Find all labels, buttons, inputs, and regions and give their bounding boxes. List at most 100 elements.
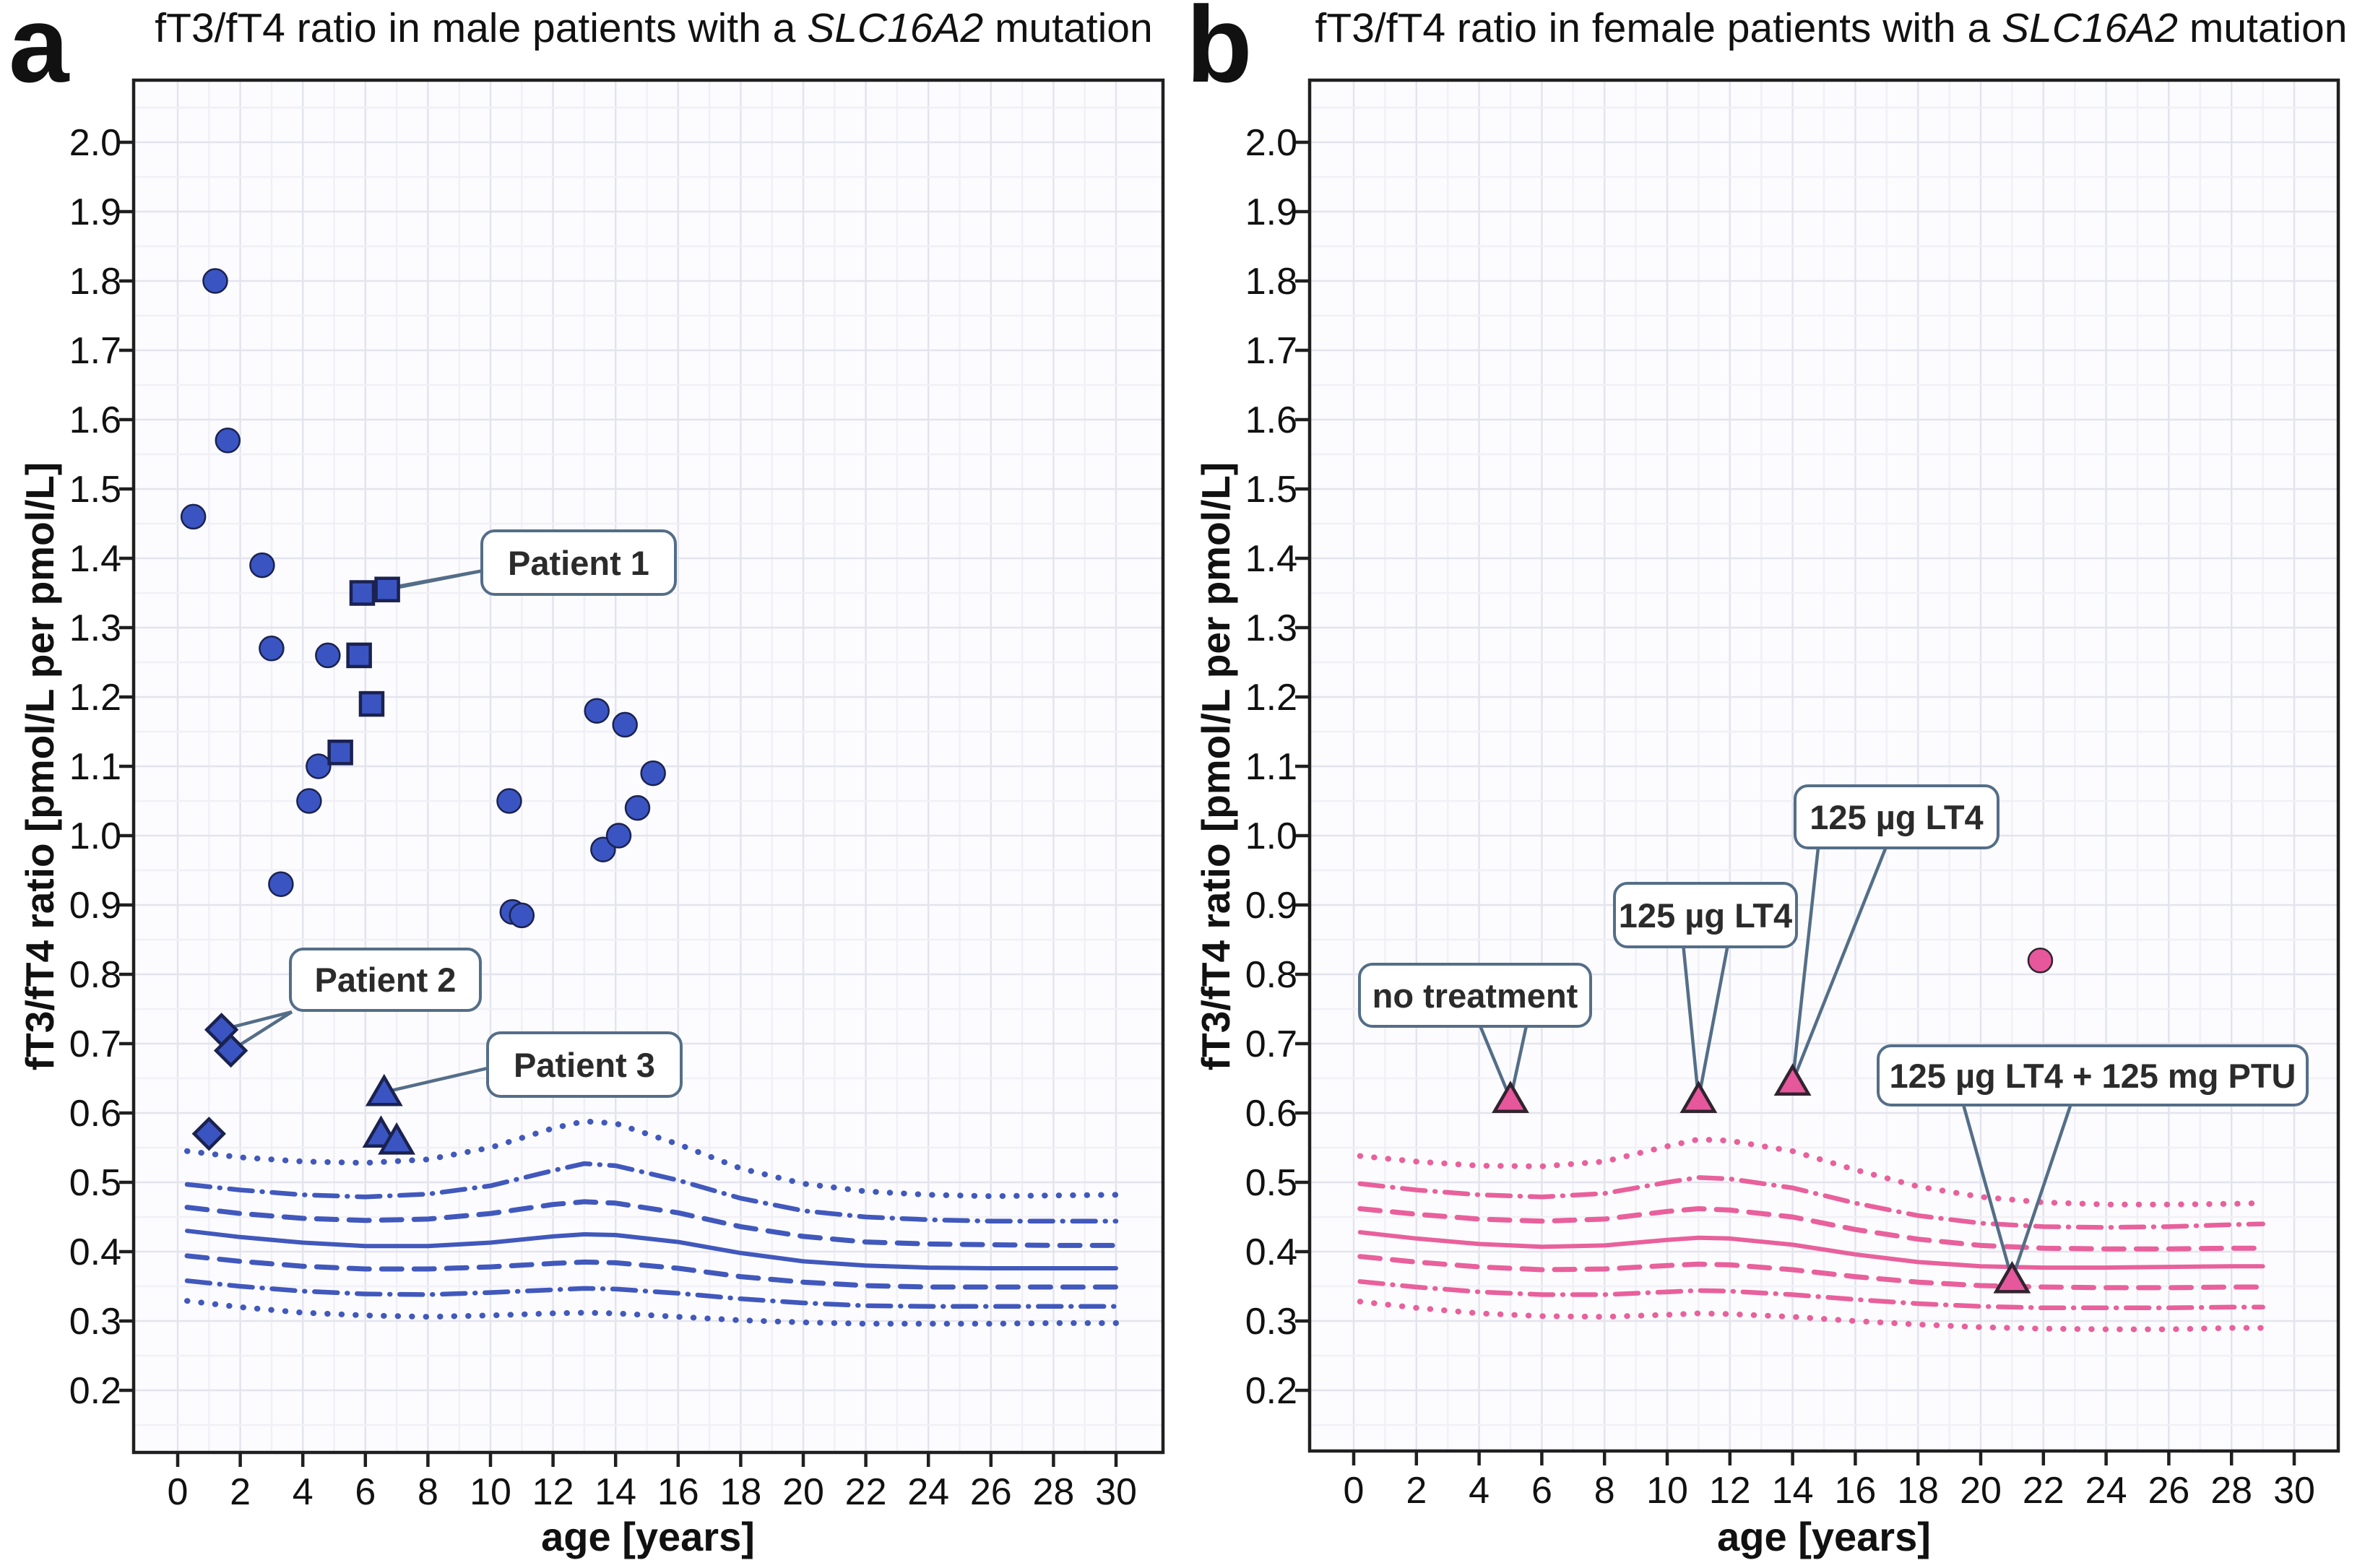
marker-circle [296,788,322,814]
x-tick-label: 12 [532,1471,574,1513]
percentile-curve-dashdot [184,1278,1119,1309]
marker-circle [306,753,332,779]
marker-triangle [365,1073,403,1106]
panel-b-title: fT3/fT4 ratio in female patients with a … [1315,4,2348,52]
marker-circle [509,902,535,929]
callout-patient-2: Patient 2 [289,948,482,1012]
marker-circle [215,428,241,454]
y-tick-label: 1.5 [1245,469,1297,511]
callout-patient-1: Patient 1 [480,529,677,596]
y-tick-label: 1.9 [1245,191,1297,233]
percentile-curve-dashed [184,1253,1119,1290]
x-tick-label: 12 [1709,1470,1751,1512]
x-tick-label: 18 [719,1471,761,1513]
panel-b-title-gene: SLC16A2 [2001,5,2178,51]
x-tick-label: 6 [1531,1470,1552,1512]
marker-circle [640,760,666,787]
marker-circle [259,636,285,662]
marker-circle [249,552,275,579]
marker-circle [315,642,341,669]
y-tick-label: 0.7 [69,1023,121,1065]
panel-a-y-axis-title: fT3/fT4 ratio [pmol/L per pmol/L] [17,462,62,1071]
x-tick-label: 30 [1095,1471,1137,1513]
x-tick-label: 16 [1834,1470,1876,1512]
y-tick-label: 1.9 [69,191,121,233]
y-tick-label: 0.7 [1245,1023,1297,1065]
x-tick-label: 22 [2023,1470,2064,1512]
y-tick-label: 1.3 [1245,607,1297,649]
panel-b-letter: b [1186,0,1253,105]
reference-curves [184,1118,1119,1327]
x-tick-label: 0 [168,1471,189,1513]
y-tick-label: 1.0 [1245,815,1297,857]
x-tick-label: 10 [470,1471,511,1513]
panel-a-title-gene: SLC16A2 [807,5,984,51]
callout-tails [1478,846,2073,1281]
y-tick-label: 1.7 [69,330,121,372]
y-tick-label: 1.8 [1245,261,1297,303]
x-tick-label: 6 [355,1471,376,1513]
marker-circle [268,871,294,897]
y-tick-label: 0.2 [69,1370,121,1412]
y-tick-label: 1.1 [69,746,121,788]
percentile-curve-dashdot [184,1161,1119,1224]
data-points [1492,948,2054,1294]
percentile-curve-dashed [184,1199,1119,1248]
panel-a-title-post: mutation [983,5,1153,51]
marker-triangle [1773,1063,1812,1096]
gridlines [134,80,1163,1452]
y-tick-label: 1.3 [69,607,121,649]
y-tick-label: 1.1 [1245,746,1297,788]
percentile-curve-dashed [1357,1206,2266,1252]
callout-no-treatment: no treatment [1358,963,1592,1028]
x-tick-label: 26 [2148,1470,2189,1512]
y-tick-label: 0.8 [1245,954,1297,996]
x-tick-label: 30 [2273,1470,2315,1512]
y-tick-label: 0.9 [1245,885,1297,927]
marker-triangle [1679,1080,1718,1114]
y-tick-label: 2.0 [69,122,121,164]
x-tick-label: 8 [418,1471,438,1513]
marker-triangle [1492,1080,1529,1114]
x-tick-label: 10 [1646,1470,1688,1512]
marker-circle [584,698,610,724]
callout-patient-3: Patient 3 [486,1031,683,1098]
marker-circle [496,788,522,814]
percentile-curve-solid [185,1229,1118,1270]
marker-circle [624,794,651,821]
y-tick-label: 0.5 [69,1162,121,1204]
marker-square [346,642,372,669]
x-tick-label: 18 [1897,1470,1939,1512]
y-tick-label: 1.4 [69,538,121,580]
y-tick-label: 0.3 [1245,1301,1297,1343]
y-tick-label: 1.0 [69,815,121,857]
y-tick-label: 0.4 [69,1231,121,1273]
y-tick-label: 0.9 [69,885,121,927]
marker-square [374,576,400,602]
panel-a-letter: a [9,0,69,105]
marker-triangle [1993,1260,2031,1294]
y-tick-label: 1.8 [69,261,121,303]
y-tick-label: 0.3 [69,1301,121,1343]
x-tick-label: 26 [970,1471,1012,1513]
x-tick-label: 2 [1406,1470,1427,1512]
y-tick-label: 1.4 [1245,538,1297,580]
x-tick-label: 24 [2085,1470,2127,1512]
marker-diamond [213,1033,248,1068]
panel-a-title: fT3/fT4 ratio in male patients with a SL… [155,4,1152,52]
marker-triangle [378,1122,416,1155]
callout-lt4-1: 125 µg LT4 [1613,882,1798,948]
data-points [180,268,666,1155]
y-tick-label: 1.5 [69,469,121,511]
x-tick-label: 4 [1469,1470,1490,1512]
callout-lt4-2: 125 µg LT4 [1794,784,1999,849]
panel-b-title-pre: fT3/fT4 ratio in female patients with a [1315,5,2002,51]
x-tick-label: 0 [1344,1470,1365,1512]
marker-square [349,580,376,606]
x-tick-label: 24 [907,1471,949,1513]
x-tick-label: 20 [782,1471,824,1513]
y-tick-label: 2.0 [1245,122,1297,164]
reference-curves [1357,1136,2266,1333]
panel-b-title-post: mutation [2177,5,2348,51]
